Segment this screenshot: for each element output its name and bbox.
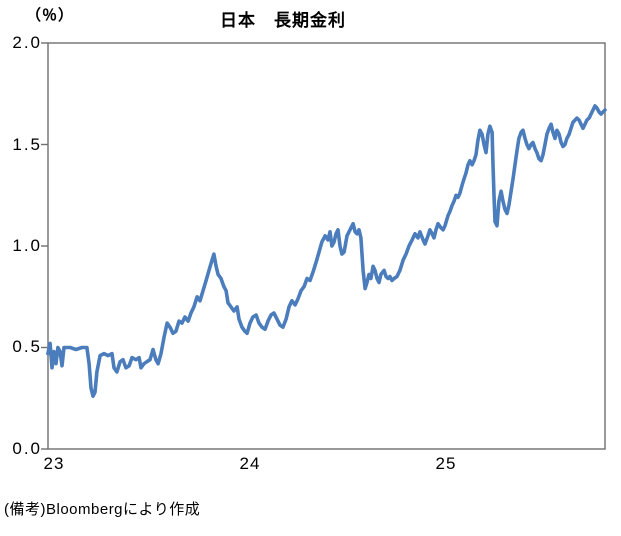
x-tick-label: 24 — [239, 454, 261, 473]
y-axis-tick-marks — [41, 42, 48, 450]
y-tick-label: 1.5 — [12, 135, 42, 154]
line-series — [46, 104, 607, 399]
plot-border — [47, 42, 606, 450]
y-tick-label: 0.0 — [12, 439, 42, 458]
x-tick-label: 23 — [43, 454, 65, 473]
source-note: (備考)Bloombergにより作成 — [4, 501, 201, 518]
y-tick-label: 1.0 — [12, 236, 42, 255]
chart-title: 日本 長期金利 — [220, 11, 346, 30]
y-tick-label: 2.0 — [12, 33, 42, 52]
x-tick-label: 25 — [435, 454, 457, 473]
y-tick-label: 0.5 — [12, 337, 42, 356]
y-axis-unit-label: （％） — [26, 7, 75, 24]
